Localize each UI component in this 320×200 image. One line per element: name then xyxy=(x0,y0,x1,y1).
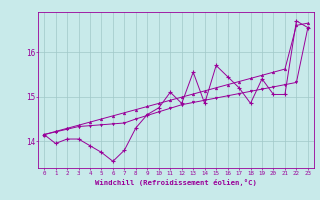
X-axis label: Windchill (Refroidissement éolien,°C): Windchill (Refroidissement éolien,°C) xyxy=(95,179,257,186)
